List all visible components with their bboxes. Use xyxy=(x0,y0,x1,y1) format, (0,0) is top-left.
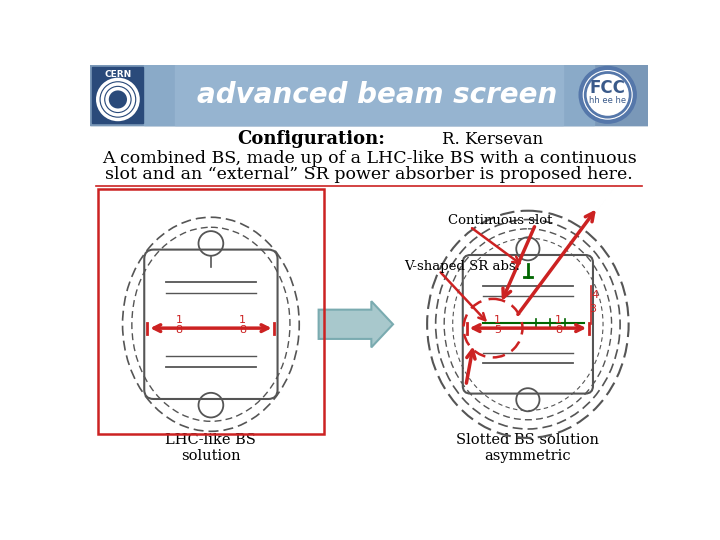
Text: 5: 5 xyxy=(494,325,501,335)
Text: Configuration:: Configuration: xyxy=(237,131,384,149)
Text: 8: 8 xyxy=(239,325,246,335)
Text: slot and an “external” SR power absorber is proposed here.: slot and an “external” SR power absorber… xyxy=(105,166,633,184)
Text: 8: 8 xyxy=(555,325,562,335)
Text: hh ee he: hh ee he xyxy=(589,96,626,105)
Text: 3: 3 xyxy=(590,304,596,314)
Text: 1: 1 xyxy=(176,315,183,325)
Text: LHC-like BS
solution: LHC-like BS solution xyxy=(166,433,256,463)
Bar xyxy=(175,65,563,125)
Bar xyxy=(90,65,648,125)
Text: 1: 1 xyxy=(555,315,562,325)
Text: FCC: FCC xyxy=(590,79,626,97)
Bar xyxy=(392,189,644,434)
Bar xyxy=(99,190,323,433)
Text: CERN: CERN xyxy=(104,70,132,79)
Bar xyxy=(92,67,143,123)
Text: advanced beam screen: advanced beam screen xyxy=(197,81,557,109)
Text: 1: 1 xyxy=(494,315,501,325)
Bar xyxy=(144,65,594,125)
Text: Slotted BS solution
asymmetric: Slotted BS solution asymmetric xyxy=(456,433,599,463)
Text: 1: 1 xyxy=(239,315,246,325)
Text: A combined BS, made up of a LHC-like BS with a continuous: A combined BS, made up of a LHC-like BS … xyxy=(102,150,636,167)
Bar xyxy=(90,65,648,125)
Text: Continuous slot: Continuous slot xyxy=(448,214,552,227)
Text: 4: 4 xyxy=(592,290,599,300)
Text: V-shaped SR abs.: V-shaped SR abs. xyxy=(404,260,520,273)
Text: R. Kersevan: R. Kersevan xyxy=(442,131,544,148)
Circle shape xyxy=(580,68,635,122)
FancyArrow shape xyxy=(319,301,393,347)
Bar xyxy=(98,189,324,434)
Text: 8: 8 xyxy=(176,325,183,335)
